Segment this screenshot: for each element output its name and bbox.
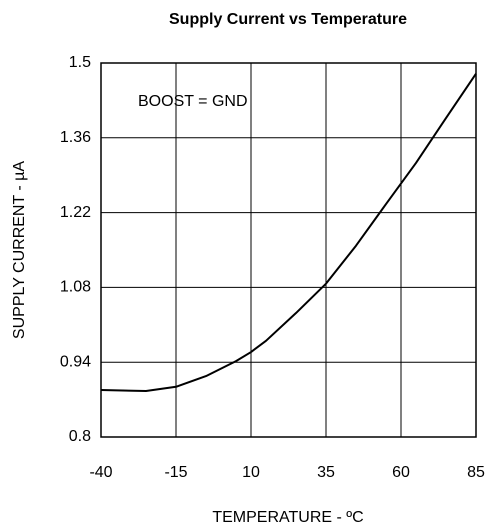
x-tick-label: 85 [467,464,485,481]
y-tick-label: 0.8 [69,428,91,445]
chart-title: Supply Current vs Temperature [169,11,407,28]
y-tick-label: 1.36 [60,129,91,146]
x-tick-label: 60 [392,464,410,481]
y-tick-label: 1.08 [60,279,91,296]
x-axis-label: TEMPERATURE - ºC [212,509,363,526]
x-tick-label: 10 [242,464,260,481]
x-tick-label: -40 [89,464,112,481]
y-tick-label: 1.5 [69,54,91,71]
y-axis-label: SUPPLY CURRENT - µA [11,161,28,339]
x-tick-label: 35 [317,464,335,481]
line-series [100,73,477,393]
x-tick-label: -15 [164,464,187,481]
y-tick-label: 0.94 [60,353,91,370]
plot-frame [100,62,477,438]
annotation: BOOST = GND [138,93,248,110]
y-tick-label: 1.22 [60,204,91,221]
